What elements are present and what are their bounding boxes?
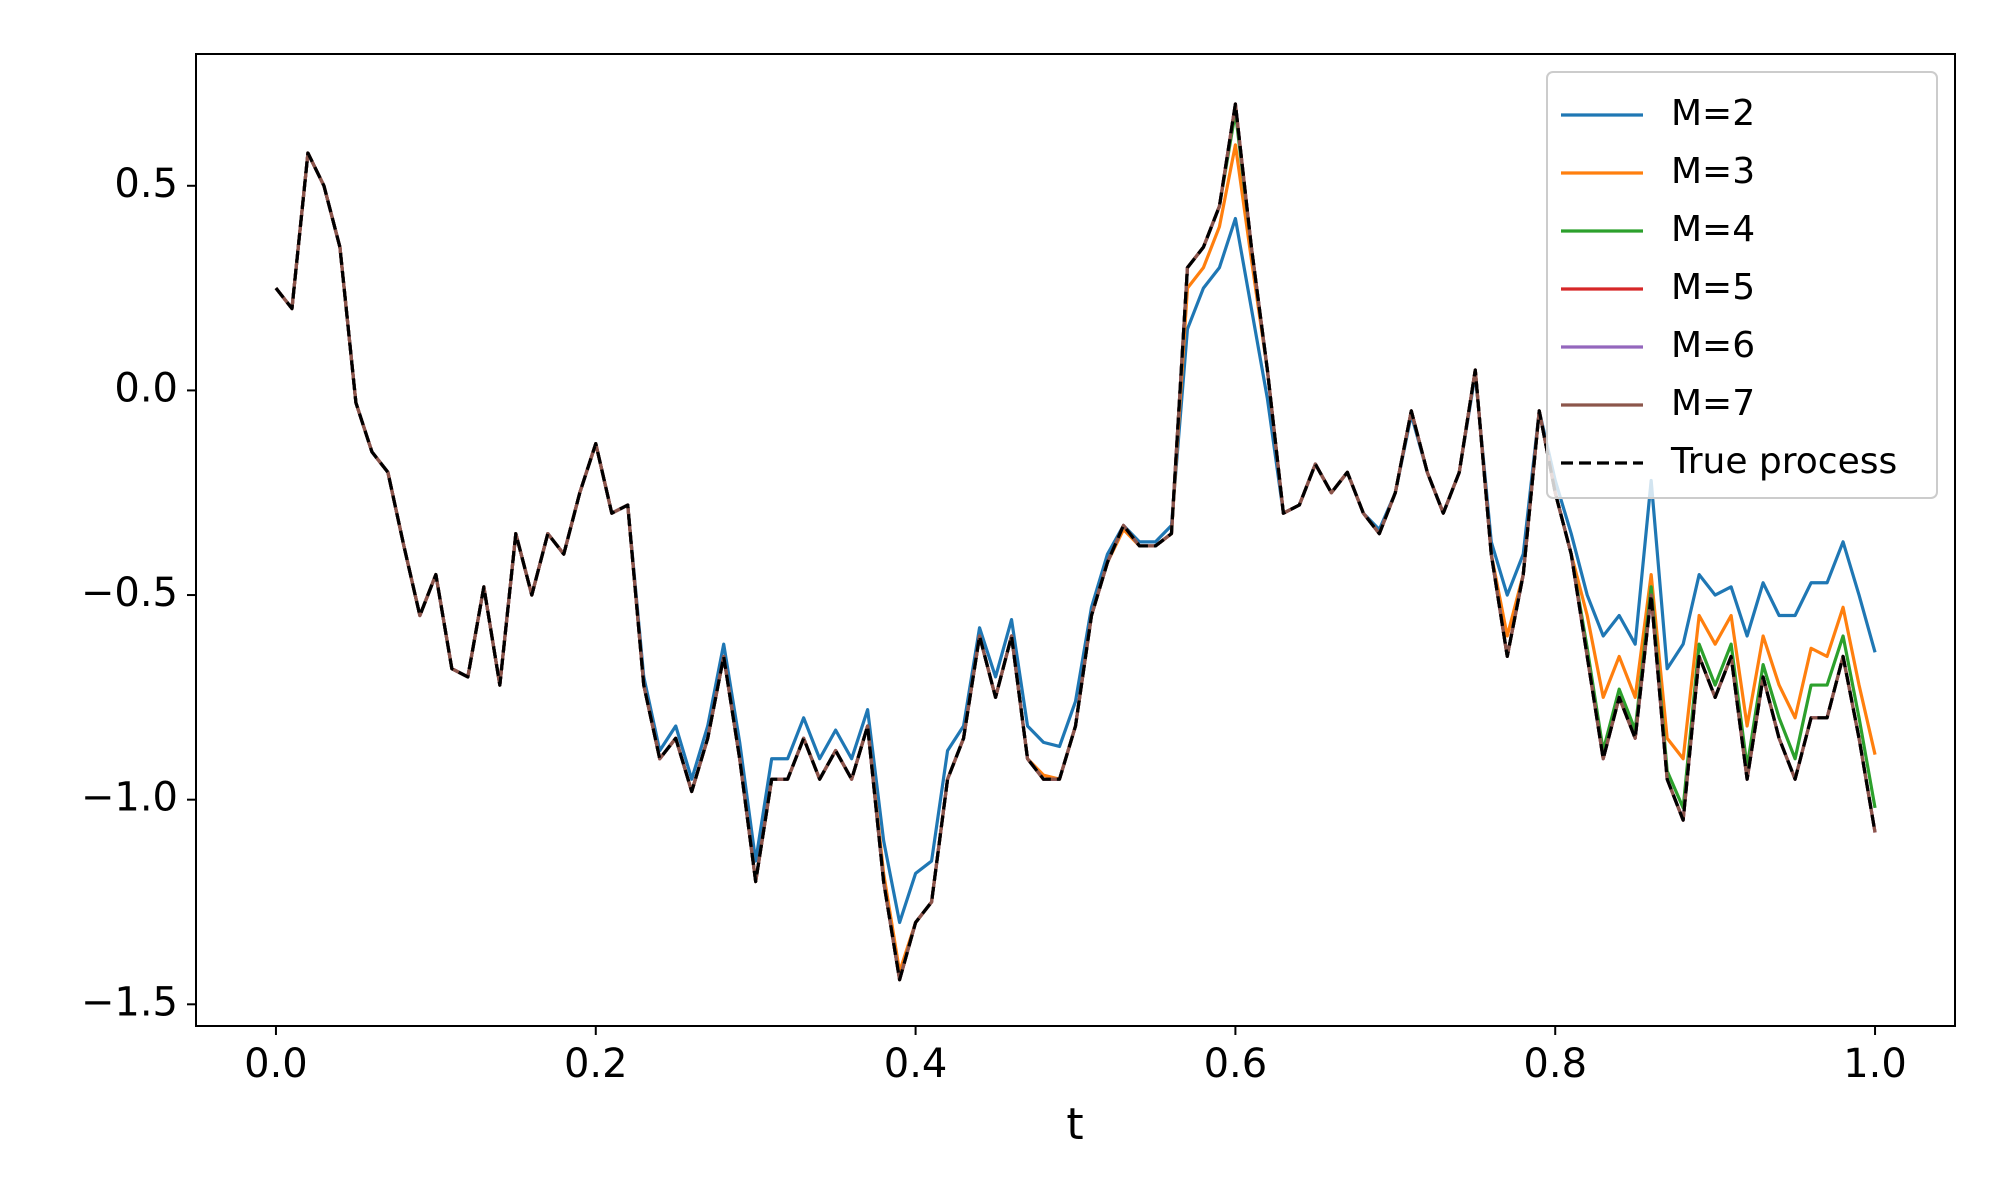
series-line	[274, 102, 1877, 982]
x-tick-label: 0.0	[244, 1041, 308, 1087]
legend-label: M=2	[1671, 93, 1755, 134]
x-tick-label: 0.6	[1204, 1041, 1268, 1087]
legend-box	[1546, 71, 1938, 499]
y-tick-label: −1.0	[81, 775, 178, 821]
y-tick-label: −0.5	[81, 570, 178, 616]
legend-label: True process	[1670, 441, 1897, 482]
legend-label: M=3	[1671, 151, 1755, 192]
legend-label: M=6	[1671, 325, 1755, 366]
x-tick-label: 0.8	[1523, 1041, 1587, 1087]
legend-label: M=7	[1671, 383, 1755, 424]
x-tick-label: 0.4	[884, 1041, 948, 1087]
y-tick-label: 0.0	[114, 365, 178, 411]
plot-frame	[195, 53, 1956, 1027]
x-axis-label: t	[1066, 1099, 1083, 1150]
y-tick-label: −1.5	[81, 979, 178, 1025]
legend-label: M=4	[1671, 209, 1755, 250]
y-tick-label: 0.5	[114, 161, 178, 207]
legend-label: M=5	[1671, 267, 1755, 308]
x-tick-label: 0.2	[564, 1041, 628, 1087]
x-tick-label: 1.0	[1843, 1041, 1907, 1087]
